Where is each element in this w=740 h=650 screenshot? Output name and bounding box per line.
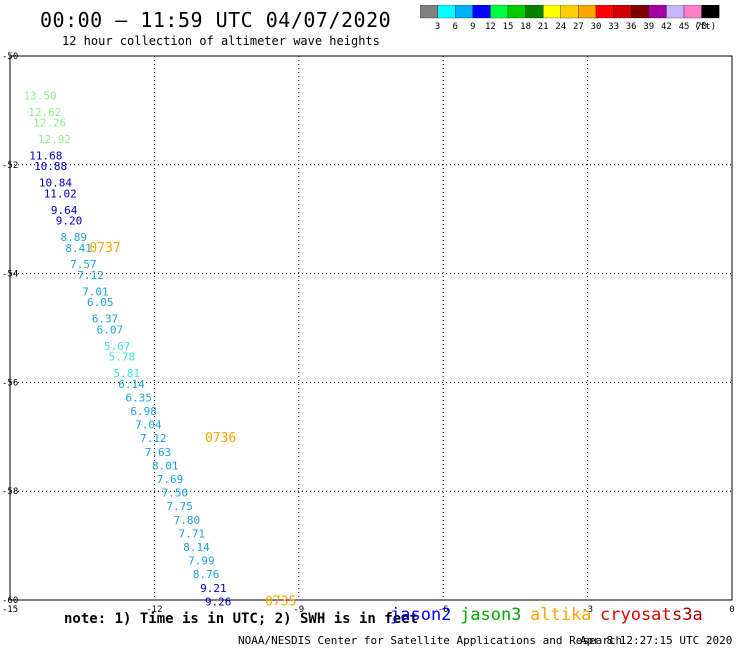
data-point: 9.64 [51,204,78,217]
legend-s3a: s3a [672,605,703,625]
data-point: 13.50 [23,90,56,103]
data-point: 8.41 [65,242,92,255]
data-point: 7.69 [157,473,184,486]
colorbar-label: 18 [520,22,531,32]
colorbar-unit: (ft) [694,22,716,32]
colorbar-label: 15 [503,22,514,32]
colorbar-label: 21 [538,22,549,32]
data-point: 8.76 [193,568,220,581]
data-point: 7.99 [188,555,215,568]
colorbar-label: 42 [661,22,672,32]
colorbar-label: 30 [591,22,602,32]
chart-title: 00:00 – 11:59 UTC 04/07/2020 [40,8,392,32]
data-point: 6.98 [130,405,157,418]
colorbar-label: 70 [696,22,707,32]
colorbar-label: 27 [573,22,584,32]
legend-cryosat: cryosat [600,605,672,625]
data-point: 7.50 [162,487,189,500]
data-point: 7.71 [178,527,205,540]
legend-jason3: jason3 [460,605,522,625]
y-tick-label: -60 [2,596,18,606]
y-tick-label: -52 [2,161,18,171]
data-point: 7.01 [82,285,109,298]
data-point: 5.78 [109,351,136,364]
data-point: 6.35 [126,391,152,404]
data-point: 6.07 [97,323,124,336]
data-point: 8.01 [152,459,179,472]
data-point: 10.88 [34,160,67,173]
data-point: 8.14 [183,541,210,554]
x-tick-label: 0 [729,605,734,615]
x-tick-label: -6 [438,605,449,615]
colorbar-label: 39 [643,22,654,32]
y-tick-label: -58 [2,487,18,497]
footer-note: note: 1) Time is in UTC; 2) SWH is in fe… [64,611,419,627]
data-point: 8.89 [61,231,88,244]
colorbar-label: 36 [626,22,637,32]
credit-text: NOAA/NESDIS Center for Satellite Applica… [238,634,623,647]
data-point: 9.21 [200,582,227,595]
y-tick-label: -56 [2,378,18,388]
time-label: 0736 [205,431,236,446]
data-point: 7.80 [174,514,201,527]
x-tick-label: -9 [293,605,304,615]
colorbar-swatch [701,5,720,19]
color-legend: 3 6 9 12 15 18 21 24 27 30 33 36 39 42 45 70(ft) [420,5,720,32]
colorbar-label: 6 [452,22,457,32]
data-point: 10.84 [39,177,72,190]
data-point: 7.12 [140,432,167,445]
y-tick-label: -50 [2,52,18,62]
x-tick-label: -3 [582,605,593,615]
data-point: 7.63 [145,446,172,459]
legend-altika: altika [530,605,592,625]
plot-frame [9,55,733,601]
y-tick-label: -54 [2,270,18,280]
x-tick-label: -15 [2,605,18,615]
colorbar-label: 33 [608,22,619,32]
chart-subtitle: 12 hour collection of altimeter wave hei… [62,34,380,48]
data-point: 7.75 [166,500,193,513]
x-tick-label: -12 [146,605,162,615]
data-point: 11.02 [44,187,77,200]
colorbar-label: 9 [470,22,475,32]
data-point: 12.62 [28,106,61,119]
data-point: 6.14 [118,378,145,391]
colorbar-label: 3 [435,22,440,32]
colorbar-label: 24 [555,22,566,32]
time-label: 0737 [89,241,120,256]
data-point: 5.67 [104,340,131,353]
colorbar-label: 45 [679,22,690,32]
data-point: 11.68 [29,149,62,162]
data-point: 7.12 [77,269,104,282]
data-point: 9.26 [205,595,232,608]
time-label: 0735 [265,594,296,609]
colorbar-label: 12 [485,22,496,32]
data-point: 6.05 [87,296,114,309]
timestamp: Apr 8 12:27:15 UTC 2020 [580,634,733,647]
data-point: 9.20 [56,215,83,228]
data-point: 5.81 [113,367,140,380]
data-point: 12.26 [33,117,66,130]
data-point: 7.04 [135,419,162,432]
data-point: 6.37 [92,313,119,326]
data-point: 12.92 [38,133,71,146]
data-point: 7.57 [70,258,97,271]
legend-jason2: jason2 [390,605,452,625]
